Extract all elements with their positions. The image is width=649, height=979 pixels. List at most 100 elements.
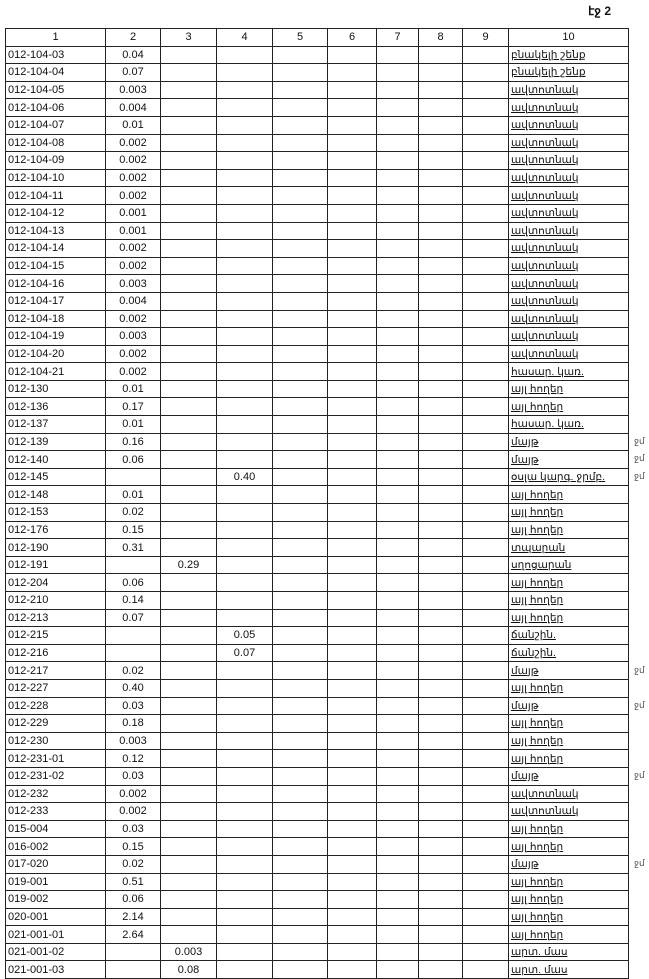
cell-col-5 <box>272 837 328 856</box>
cell-col-2 <box>105 555 161 575</box>
cell-col-2: 0.01 <box>105 485 161 505</box>
table-row: 012-232 0.002 ավտոտնակ <box>5 784 629 804</box>
table-row: 012-140 0.06 մայթ <box>5 450 629 469</box>
cell-col-8 <box>418 925 463 944</box>
cell-col-8 <box>418 485 463 505</box>
table-row: 019-001 0.51 այլ հողեր <box>5 872 629 892</box>
cell-col-9 <box>462 186 509 205</box>
cell-col-3 <box>160 274 217 293</box>
cell-col-5 <box>272 327 328 346</box>
cell-col-1: 012-104-14 <box>5 239 106 258</box>
cell-col-4 <box>216 98 273 117</box>
cell-col-10: ճանշին. <box>508 643 629 663</box>
cell-col-2: 0.001 <box>105 203 161 223</box>
cell-col-3 <box>160 696 217 716</box>
cell-col-6 <box>327 802 377 821</box>
cell-col-6 <box>327 485 377 505</box>
column-header: 9 <box>462 28 509 47</box>
cell-col-6 <box>327 432 377 452</box>
column-header: 6 <box>327 28 377 47</box>
cell-col-10: այլ հողեր <box>508 890 629 909</box>
cell-col-5 <box>272 432 328 452</box>
cell-col-4 <box>216 115 273 135</box>
cell-col-2: 0.003 <box>105 731 161 751</box>
cell-col-7 <box>376 661 419 680</box>
cell-col-10: ավտոտնակ <box>508 80 629 100</box>
cell-col-4 <box>216 872 273 892</box>
cell-col-5 <box>272 749 328 768</box>
cell-col-10: օսլա կարգ. ջրմբ. <box>508 467 629 487</box>
cell-col-2: 0.002 <box>105 309 161 329</box>
cell-col-6 <box>327 45 377 65</box>
cell-col-8 <box>418 415 463 434</box>
cell-col-7 <box>376 168 419 188</box>
cell-col-2: 0.003 <box>105 274 161 293</box>
cell-col-5 <box>272 344 328 364</box>
cell-col-10: այլ հողեր <box>508 714 629 733</box>
cell-col-8 <box>418 766 463 786</box>
cell-col-3 <box>160 186 217 205</box>
cell-col-10: ավտոտնակ <box>508 256 629 276</box>
cell-col-2: 0.07 <box>105 63 161 82</box>
cell-col-1: 012-228 <box>5 696 106 716</box>
cell-col-7 <box>376 239 419 258</box>
cell-col-7 <box>376 379 419 399</box>
table-row: 015-004 0.03 այլ հողեր <box>5 819 629 839</box>
cell-col-1: 012-153 <box>5 503 106 522</box>
margin-mark: ջմ <box>634 453 645 464</box>
cell-col-4 <box>216 151 273 170</box>
cell-col-4 <box>216 538 273 557</box>
cell-col-6 <box>327 784 377 804</box>
cell-col-8 <box>418 802 463 821</box>
cell-col-3 <box>160 749 217 768</box>
cell-col-3 <box>160 239 217 258</box>
cell-col-2: 0.18 <box>105 714 161 733</box>
cell-col-9 <box>462 661 509 680</box>
margin-mark: ջմ <box>634 471 645 481</box>
cell-col-7 <box>376 907 419 927</box>
cell-col-7 <box>376 872 419 892</box>
cell-col-7 <box>376 573 419 592</box>
cell-col-2: 2.14 <box>105 907 161 927</box>
cell-col-9 <box>462 872 509 892</box>
cell-col-9 <box>462 907 509 927</box>
cell-col-6 <box>327 819 377 839</box>
cell-col-7 <box>376 802 419 821</box>
table-row: 012-229 0.18 այլ հողեր <box>5 714 629 733</box>
cell-col-3 <box>160 309 217 329</box>
cell-col-9 <box>462 837 509 856</box>
cell-col-3 <box>160 784 217 804</box>
cell-col-9 <box>462 415 509 434</box>
cell-col-2: 0.03 <box>105 819 161 839</box>
cell-col-3 <box>160 115 217 135</box>
cell-col-8 <box>418 626 463 645</box>
cell-col-10: այլ հողեր <box>508 731 629 751</box>
cell-col-2: 0.002 <box>105 784 161 804</box>
cell-col-5 <box>272 467 328 487</box>
cell-col-6 <box>327 960 377 979</box>
cell-col-10: այլ հողեր <box>508 485 629 505</box>
cell-col-4: 0.07 <box>216 643 273 663</box>
cell-col-2: 0.001 <box>105 221 161 241</box>
cell-col-8 <box>418 98 463 117</box>
cell-col-1: 012-104-10 <box>5 168 106 188</box>
cell-col-2: 0.01 <box>105 415 161 434</box>
cell-col-4 <box>216 362 273 381</box>
cell-col-7 <box>376 415 419 434</box>
cell-col-9 <box>462 784 509 804</box>
cell-col-3 <box>160 678 217 698</box>
cell-col-5 <box>272 626 328 645</box>
cell-col-2: 0.06 <box>105 450 161 469</box>
cell-col-3 <box>160 731 217 751</box>
cell-col-3 <box>160 397 217 417</box>
cell-col-9 <box>462 45 509 65</box>
cell-col-1: 012-190 <box>5 538 106 557</box>
cell-col-8 <box>418 731 463 751</box>
cell-col-4 <box>216 696 273 716</box>
cell-col-6 <box>327 942 377 962</box>
cell-col-1: 021-001-03 <box>5 960 106 979</box>
cell-col-8 <box>418 643 463 663</box>
header-row: 1 2 3 4 5 6 7 8 9 10 <box>5 28 629 47</box>
cell-col-8 <box>418 274 463 293</box>
cell-col-4 <box>216 432 273 452</box>
